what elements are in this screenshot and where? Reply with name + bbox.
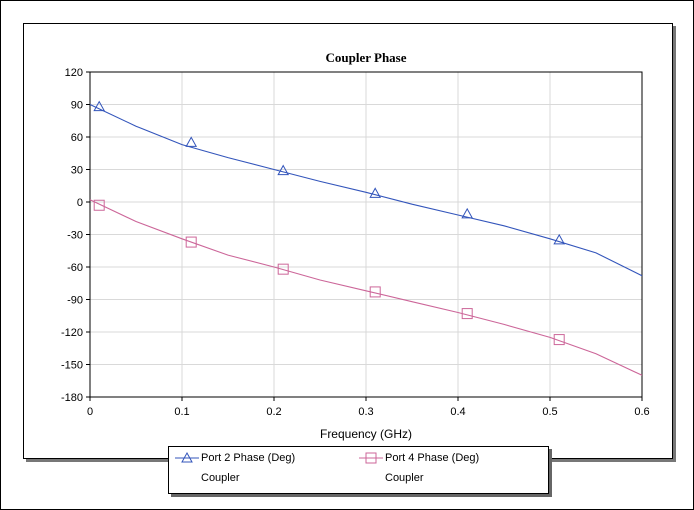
data-point-port-4 bbox=[461, 308, 473, 320]
data-point-port-4 bbox=[369, 286, 381, 298]
x-tick-label: 0.3 bbox=[358, 406, 373, 418]
y-tick-label: -180 bbox=[61, 392, 83, 404]
chart-svg: Coupler Phase Frequency (GHz) 120 90 60 30 0… bbox=[61, 50, 650, 441]
y-tick-label: 30 bbox=[71, 165, 83, 177]
data-point-port-2 bbox=[185, 136, 198, 147]
data-point-port-2 bbox=[553, 233, 566, 245]
y-tick-label: -30 bbox=[67, 230, 83, 242]
series-line-port-4 bbox=[89, 199, 643, 376]
square-marker-icon bbox=[359, 452, 383, 464]
chart-panel: Coupler Phase Frequency (GHz) 120 90 60 30 0… bbox=[23, 23, 673, 459]
x-tick-label: 0 bbox=[87, 406, 93, 418]
data-point-port-2 bbox=[369, 187, 382, 198]
data-point-port-4 bbox=[185, 236, 197, 248]
y-tick-label: 120 bbox=[65, 67, 83, 79]
chart-title: Coupler Phase bbox=[325, 50, 406, 65]
y-tick-label: 90 bbox=[71, 100, 83, 112]
legend: Port 2 Phase (Deg) Coupler Port 4 Phase … bbox=[168, 446, 549, 494]
data-point-port-4 bbox=[277, 263, 289, 275]
legend-group-port-2: Coupler bbox=[201, 472, 240, 484]
data-point-port-2 bbox=[93, 100, 106, 112]
data-point-port-4 bbox=[553, 334, 565, 346]
y-tick-label: -60 bbox=[67, 262, 83, 274]
legend-group-port-4: Coupler bbox=[385, 472, 424, 484]
y-tick-label: -120 bbox=[61, 327, 83, 339]
y-tick-label: -150 bbox=[61, 360, 83, 372]
y-tick-label: 60 bbox=[71, 132, 83, 144]
data-point-port-4 bbox=[93, 199, 105, 211]
y-tick-label: 0 bbox=[77, 197, 83, 209]
x-tick-label: 0.6 bbox=[634, 406, 649, 418]
legend-label-port-4: Port 4 Phase (Deg) bbox=[385, 452, 480, 464]
data-point-port-2 bbox=[461, 207, 474, 219]
x-tick-label: 0.1 bbox=[174, 406, 189, 418]
series-line-port-2 bbox=[89, 104, 643, 277]
x-tick-label: 0.4 bbox=[450, 406, 465, 418]
legend-item-port-4[interactable]: Port 4 Phase (Deg) Coupler bbox=[359, 447, 539, 493]
x-tick-label: 0.2 bbox=[266, 406, 281, 418]
data-point-port-2 bbox=[277, 164, 290, 176]
legend-item-port-2[interactable]: Port 2 Phase (Deg) Coupler bbox=[175, 447, 355, 493]
x-axis-label: Frequency (GHz) bbox=[320, 427, 412, 441]
legend-label-port-2: Port 2 Phase (Deg) bbox=[201, 452, 296, 464]
x-tick-label: 0.5 bbox=[542, 406, 557, 418]
y-tick-label: -90 bbox=[67, 295, 83, 307]
triangle-marker-icon bbox=[175, 451, 199, 463]
